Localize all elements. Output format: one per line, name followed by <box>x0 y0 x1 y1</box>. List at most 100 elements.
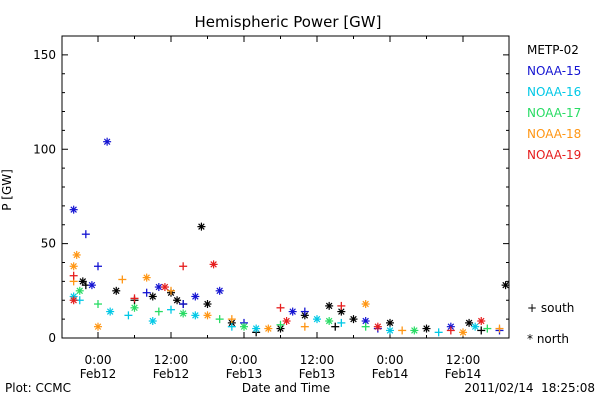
x-tick-date-label: Feb14 <box>372 367 409 381</box>
chart-title: Hemispheric Power [GW] <box>195 13 382 31</box>
y-tick-label: 150 <box>33 48 56 62</box>
point-south <box>276 320 285 329</box>
point-north <box>386 318 394 327</box>
point-north <box>264 324 273 333</box>
point-south <box>154 307 163 316</box>
point-north <box>106 307 115 316</box>
point-south <box>179 300 188 309</box>
x-tick-date-label: Feb12 <box>153 367 190 381</box>
x-tick-time-label: 12:00 <box>446 353 481 367</box>
point-north <box>471 322 480 331</box>
point-south <box>337 318 346 327</box>
point-south <box>167 305 175 314</box>
legend-item: NOAA-18 <box>527 127 581 141</box>
point-north <box>215 286 224 295</box>
point-north <box>465 318 474 327</box>
point-south <box>118 275 127 284</box>
legend-item: NOAA-16 <box>527 85 581 99</box>
point-south <box>215 315 224 324</box>
point-south <box>300 307 309 316</box>
x-tick-time-label: 12:00 <box>154 353 189 367</box>
point-north <box>313 315 321 324</box>
point-north <box>154 283 163 292</box>
point-north <box>288 307 297 316</box>
plot-frame <box>61 35 510 339</box>
point-north <box>373 322 382 331</box>
legend-item: NOAA-17 <box>527 106 581 120</box>
legend-item: NOAA-15 <box>527 64 581 78</box>
y-tick-label: 0 <box>48 331 56 345</box>
point-north <box>209 260 218 269</box>
point-north <box>325 301 334 310</box>
point-north <box>459 328 467 337</box>
point-south <box>130 294 139 303</box>
x-axis: 0:00Feb1212:00Feb120:00Feb1312:00Feb130:… <box>80 36 482 381</box>
point-north <box>103 137 112 146</box>
x-tick-date-label: Feb13 <box>299 367 336 381</box>
point-north <box>78 277 87 286</box>
plot-credit: Plot: CCMC <box>5 381 71 395</box>
point-south <box>337 301 346 310</box>
point-south <box>94 300 102 309</box>
x-tick-time-label: 12:00 <box>300 353 335 367</box>
x-tick-date-label: Feb12 <box>80 367 117 381</box>
point-south <box>495 324 504 333</box>
point-south <box>94 262 102 271</box>
y-axis-label: P [GW] <box>0 169 14 211</box>
point-south <box>398 326 407 335</box>
point-north <box>94 322 102 331</box>
x-tick-time-label: 0:00 <box>377 353 404 367</box>
y-tick-label: 100 <box>33 142 56 156</box>
point-south <box>434 328 443 337</box>
data-points <box>69 137 510 337</box>
point-north <box>349 315 358 324</box>
point-south <box>300 322 309 331</box>
point-south <box>167 286 175 295</box>
point-south <box>361 322 370 331</box>
point-north <box>252 324 261 333</box>
point-north <box>191 311 200 320</box>
point-north <box>179 309 188 318</box>
point-north <box>148 317 157 326</box>
point-north <box>69 296 78 305</box>
point-north <box>173 296 182 305</box>
x-tick-date-label: Feb14 <box>445 367 482 381</box>
legend-item: NOAA-19 <box>527 148 581 162</box>
legend-item: METP-02 <box>527 43 579 57</box>
point-north <box>75 286 84 295</box>
point-north <box>160 283 169 292</box>
point-north <box>112 286 121 295</box>
point-north <box>87 281 96 290</box>
point-north <box>197 222 206 231</box>
point-north <box>361 317 370 326</box>
legend-south-marker: + south <box>527 301 574 315</box>
point-north <box>203 300 212 309</box>
point-south <box>227 322 236 331</box>
point-north <box>282 317 291 326</box>
point-north <box>501 281 510 290</box>
point-south <box>81 230 90 239</box>
point-south <box>142 288 151 297</box>
point-north <box>142 273 151 282</box>
legend-north-marker: * north <box>527 332 569 346</box>
point-north <box>191 292 200 301</box>
point-north <box>325 317 334 326</box>
point-south <box>227 315 236 324</box>
point-north <box>386 326 394 335</box>
point-north <box>422 324 431 333</box>
x-tick-time-label: 0:00 <box>231 353 258 367</box>
point-north <box>148 292 157 301</box>
point-south <box>124 311 133 320</box>
point-north <box>240 322 248 331</box>
point-south <box>179 262 188 271</box>
point-south <box>276 303 285 312</box>
point-north <box>69 205 78 214</box>
x-tick-time-label: 0:00 <box>85 353 112 367</box>
x-tick-date-label: Feb13 <box>226 367 263 381</box>
legend: METP-02 NOAA-15 NOAA-16 NOAA-17 NOAA-18 NOAA-… <box>527 43 581 162</box>
y-axis: 0 50 100 150 <box>33 48 509 345</box>
point-north <box>410 326 419 335</box>
point-north <box>203 311 212 320</box>
x-axis-label: Date and Time <box>242 381 330 395</box>
